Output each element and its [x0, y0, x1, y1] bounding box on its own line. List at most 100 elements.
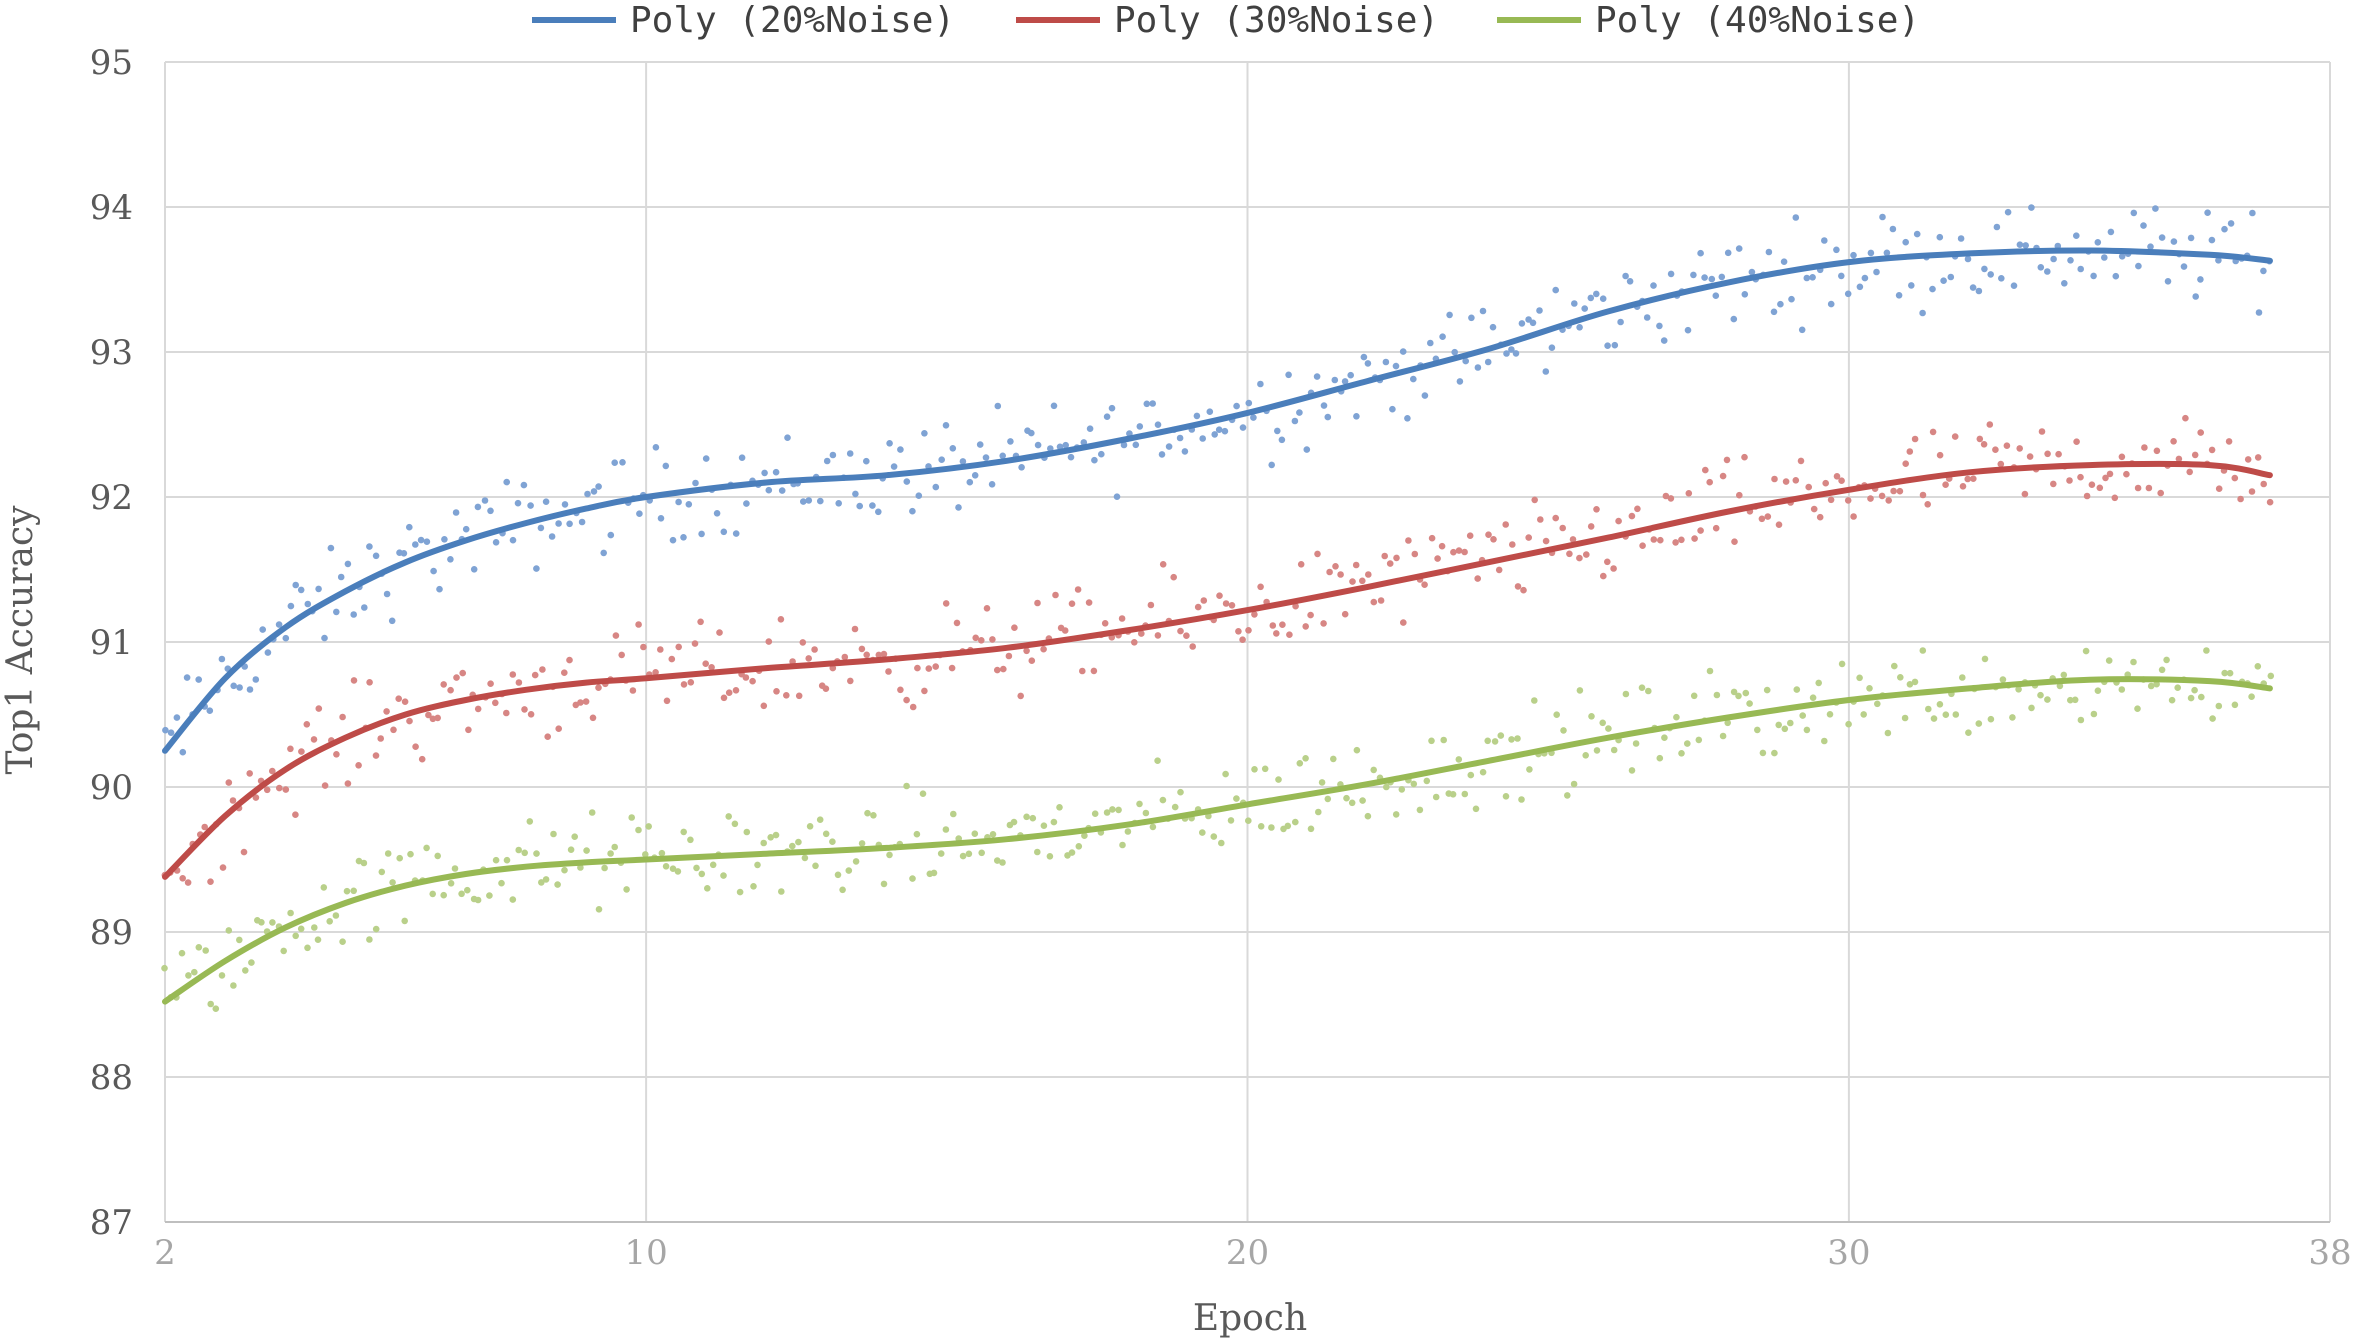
- data-point: [1552, 286, 1559, 294]
- data-point: [1775, 721, 1782, 729]
- data-point: [337, 573, 345, 581]
- data-point: [1194, 603, 1202, 611]
- data-point: [1748, 268, 1756, 276]
- data-point: [230, 982, 237, 989]
- data-point: [1067, 453, 1075, 461]
- data-point: [713, 510, 721, 517]
- series-points: [161, 647, 2275, 1012]
- data-point: [1660, 337, 1668, 344]
- data-point: [601, 864, 608, 872]
- data-point: [1149, 400, 1156, 407]
- data-point: [1799, 712, 1806, 719]
- data-point: [875, 651, 883, 659]
- data-point: [178, 949, 186, 957]
- data-point: [315, 585, 322, 593]
- data-point: [2248, 488, 2256, 495]
- data-point: [1119, 841, 1126, 849]
- data-point: [806, 823, 814, 830]
- data-point: [1062, 441, 1069, 449]
- data-point: [179, 748, 187, 756]
- data-point: [2010, 282, 2018, 290]
- data-point: [269, 767, 276, 775]
- data-point: [430, 567, 437, 575]
- data-point: [1296, 760, 1304, 767]
- data-point: [743, 500, 750, 507]
- data-point: [1347, 371, 1354, 379]
- x-tick-label: 10: [624, 1233, 667, 1273]
- data-point: [897, 686, 904, 694]
- data-point: [1154, 632, 1162, 639]
- data-point: [297, 586, 305, 594]
- data-point: [173, 714, 181, 721]
- data-point: [400, 550, 408, 557]
- data-point: [520, 481, 528, 489]
- data-point: [618, 651, 625, 659]
- data-point: [982, 454, 990, 461]
- data-point: [1957, 235, 1965, 242]
- data-point: [2028, 704, 2035, 712]
- data-point: [2186, 468, 2193, 476]
- data-point: [1228, 602, 1236, 609]
- data-point: [1883, 249, 1891, 257]
- data-point: [1981, 655, 1989, 663]
- data-point: [1952, 711, 1960, 718]
- data-point: [550, 830, 557, 838]
- data-point: [1797, 457, 1805, 465]
- data-point: [1218, 839, 1225, 847]
- data-point: [1719, 732, 1727, 740]
- data-point: [1010, 818, 1018, 826]
- data-point: [571, 833, 578, 840]
- data-point: [2221, 225, 2228, 233]
- data-point: [1987, 271, 1994, 278]
- data-point: [1997, 460, 2005, 468]
- data-point: [1086, 425, 1094, 433]
- data-point: [1200, 597, 1208, 604]
- data-point: [1468, 314, 1475, 322]
- data-point: [1697, 249, 1704, 257]
- data-point: [1360, 353, 1368, 361]
- data-point: [702, 455, 710, 462]
- data-point: [236, 936, 243, 944]
- data-point: [1386, 560, 1394, 567]
- data-point: [2050, 255, 2057, 263]
- data-point: [390, 726, 397, 734]
- data-point: [919, 790, 927, 797]
- data-point: [674, 868, 682, 875]
- data-point: [453, 674, 460, 681]
- data-point: [248, 959, 255, 966]
- data-point: [1891, 662, 1898, 670]
- data-point: [1559, 524, 1566, 532]
- data-point: [1474, 575, 1481, 582]
- data-point: [652, 669, 659, 676]
- data-point: [2191, 686, 2198, 694]
- data-point: [1251, 766, 1258, 773]
- data-point: [1838, 272, 1845, 280]
- data-point: [1879, 213, 1886, 221]
- data-point: [687, 679, 695, 686]
- data-point: [1245, 817, 1252, 824]
- y-tick-label: 87: [90, 1203, 133, 1243]
- data-point: [925, 665, 933, 672]
- data-point: [1908, 282, 1915, 289]
- data-point: [1827, 300, 1835, 308]
- data-point: [834, 871, 842, 879]
- data-point: [886, 851, 893, 859]
- data-point: [2037, 691, 2044, 699]
- data-point: [2215, 702, 2223, 710]
- data-point: [1332, 563, 1339, 570]
- data-point: [1959, 674, 1966, 681]
- data-point: [959, 458, 967, 465]
- data-point: [1564, 792, 1571, 799]
- data-point: [1792, 477, 1800, 484]
- data-point: [2158, 666, 2166, 674]
- data-point: [1005, 652, 1013, 660]
- data-point: [839, 886, 846, 894]
- data-point: [595, 906, 603, 913]
- data-point: [863, 651, 870, 659]
- data-point: [1690, 271, 1697, 279]
- data-point: [1833, 473, 1841, 480]
- data-point: [1833, 246, 1840, 254]
- data-point: [2231, 474, 2239, 482]
- data-point: [339, 938, 346, 945]
